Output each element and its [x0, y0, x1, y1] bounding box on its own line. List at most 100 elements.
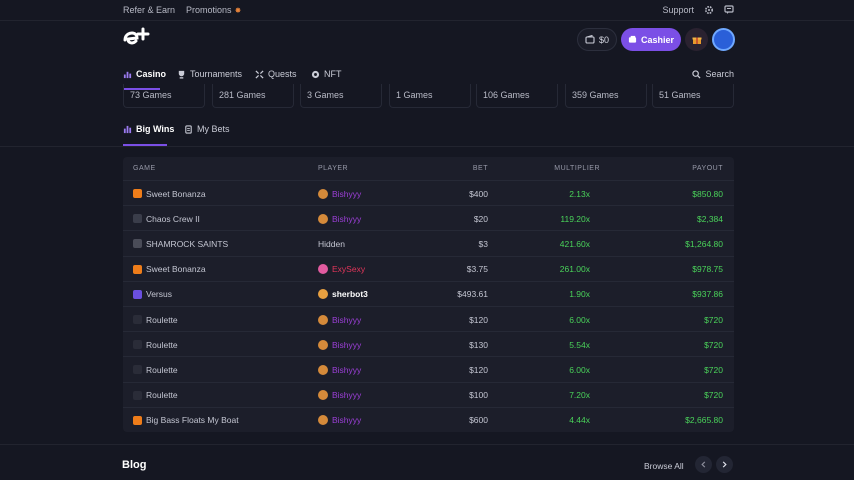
table-header: GAME PLAYER BET MULTIPLIER PAYOUT	[123, 157, 734, 180]
category-card[interactable]: 51 Games	[652, 84, 734, 108]
game-name: Big Bass Floats My Boat	[146, 415, 239, 426]
payout-cell: $1,264.80	[685, 238, 723, 249]
game-cell[interactable]: Roulette	[133, 332, 178, 357]
balance-amount: $0	[598, 34, 609, 45]
multiplier-cell: 6.00x	[569, 314, 590, 325]
nav-tournaments[interactable]: Tournaments	[177, 69, 242, 79]
game-cell[interactable]: Big Bass Floats My Boat	[133, 408, 239, 432]
table-row[interactable]: Versus sherbot3 $493.61 1.90x $937.86	[123, 280, 734, 307]
payout-cell: $720	[704, 339, 723, 350]
site-logo[interactable]	[122, 27, 150, 49]
cashier-button[interactable]: Cashier	[621, 28, 681, 51]
player-name: Bishyyy	[332, 314, 362, 325]
roulette-icon	[133, 340, 142, 350]
promotions-link[interactable]: Promotions ✸	[186, 5, 241, 15]
search-button[interactable]: Search	[692, 69, 734, 79]
player-name: sherbot3	[332, 289, 368, 300]
player-cell[interactable]: ExySexy	[318, 257, 365, 282]
nav-quests[interactable]: Quests	[255, 69, 297, 79]
support-link[interactable]: Support	[662, 5, 694, 15]
player-cell[interactable]: Bishyyy	[318, 332, 361, 357]
table-row[interactable]: Sweet Bonanza ExySexy $3.75 261.00x $978…	[123, 255, 734, 282]
table-row[interactable]: SHAMROCK SAINTS Hidden $3 421.60x $1,264…	[123, 230, 734, 255]
player-avatar	[318, 339, 328, 350]
search-label: Search	[705, 69, 734, 79]
gift-icon	[692, 37, 701, 44]
multiplier-cell: 4.44x	[569, 415, 590, 426]
game-cell[interactable]: SHAMROCK SAINTS	[133, 231, 228, 256]
nav-tournaments-label: Tournaments	[190, 69, 243, 79]
bet-cell: $130	[469, 339, 488, 350]
game-cell[interactable]: Roulette	[133, 383, 178, 408]
payout-cell: $720	[704, 390, 723, 401]
player-cell[interactable]: Bishyyy	[318, 357, 361, 382]
tab-active-indicator	[123, 144, 167, 146]
game-cell[interactable]: Chaos Crew II	[133, 206, 200, 231]
nav-nft-label: NFT	[324, 69, 342, 79]
category-card[interactable]: 1 Games	[389, 84, 471, 108]
game-name: Sweet Bonanza	[146, 264, 206, 275]
bet-cell: $3.75	[466, 264, 488, 275]
multiplier-cell: 261.00x	[559, 264, 590, 275]
category-card[interactable]: 281 Games	[212, 84, 294, 108]
table-row[interactable]: Roulette Bishyyy $130 5.54x $720	[123, 331, 734, 356]
gear-icon[interactable]	[704, 5, 714, 15]
browse-all-link[interactable]: Browse All	[644, 461, 684, 471]
game-cell[interactable]: Roulette	[133, 307, 178, 332]
game-name: Roulette	[146, 314, 178, 325]
table-row[interactable]: Big Bass Floats My Boat Bishyyy $600 4.4…	[123, 406, 734, 432]
divider	[0, 444, 854, 445]
wallet-icon	[628, 35, 637, 43]
category-card[interactable]: 359 Games	[565, 84, 647, 108]
prev-button[interactable]	[695, 456, 712, 473]
table-row[interactable]: Roulette Bishyyy $120 6.00x $720	[123, 306, 734, 331]
chat-icon[interactable]	[724, 5, 734, 15]
game-cell[interactable]: Versus	[133, 282, 172, 307]
player-cell[interactable]: Bishyyy	[318, 181, 361, 206]
user-avatar[interactable]	[712, 28, 735, 51]
gift-button[interactable]	[685, 28, 708, 51]
blog-title: Blog	[122, 459, 147, 471]
player-cell[interactable]: Bishyyy	[318, 408, 361, 432]
header-game: GAME	[133, 165, 156, 172]
game-cell[interactable]: Sweet Bonanza	[133, 181, 206, 206]
category-card[interactable]: 73 Games	[123, 84, 205, 108]
tab-big-wins[interactable]: Big Wins	[123, 124, 174, 134]
header-payout: PAYOUT	[692, 165, 723, 172]
player-cell[interactable]: Bishyyy	[318, 206, 361, 231]
player-avatar	[318, 188, 328, 199]
sweet-bonanza-icon	[133, 264, 142, 274]
player-cell[interactable]: Bishyyy	[318, 383, 361, 408]
bet-cell: $20	[473, 213, 488, 224]
tab-my-bets[interactable]: My Bets	[184, 124, 230, 134]
category-card[interactable]: 3 Games	[300, 84, 382, 108]
payout-cell: $720	[704, 364, 723, 375]
category-card[interactable]: 106 Games	[476, 84, 558, 108]
refer-earn-link[interactable]: Refer & Earn	[123, 5, 176, 15]
payout-cell: $937.86	[692, 289, 723, 300]
game-name: Roulette	[146, 390, 178, 401]
table-row[interactable]: Chaos Crew II Bishyyy $20 119.20x $2,384	[123, 205, 734, 230]
game-cell[interactable]: Roulette	[133, 357, 178, 382]
player-cell[interactable]: sherbot3	[318, 282, 368, 307]
big-wins-table: GAME PLAYER BET MULTIPLIER PAYOUT Sweet …	[123, 157, 734, 432]
bet-cell: $3	[478, 238, 488, 249]
nft-icon	[311, 70, 320, 78]
game-cell[interactable]: Sweet Bonanza	[133, 257, 206, 282]
player-avatar	[318, 213, 328, 224]
sweet-bonanza-icon	[133, 189, 142, 198]
cashier-label: Cashier	[640, 34, 675, 45]
player-cell[interactable]: Bishyyy	[318, 307, 361, 332]
big-bass-icon	[133, 415, 142, 425]
player-avatar	[318, 314, 328, 325]
next-button[interactable]	[716, 456, 733, 473]
header-multiplier: MULTIPLIER	[554, 165, 600, 172]
balance-button[interactable]: $0	[577, 28, 617, 51]
table-row[interactable]: Roulette Bishyyy $100 7.20x $720	[123, 381, 734, 408]
nav-casino[interactable]: Casino	[123, 69, 166, 79]
chaos-crew-icon	[133, 214, 142, 224]
nav-nft[interactable]: NFT	[311, 69, 342, 79]
payout-cell: $978.75	[692, 264, 723, 275]
table-row[interactable]: Roulette Bishyyy $120 6.00x $720	[123, 356, 734, 381]
table-row[interactable]: Sweet Bonanza Bishyyy $400 2.13x $850.80	[123, 180, 734, 205]
